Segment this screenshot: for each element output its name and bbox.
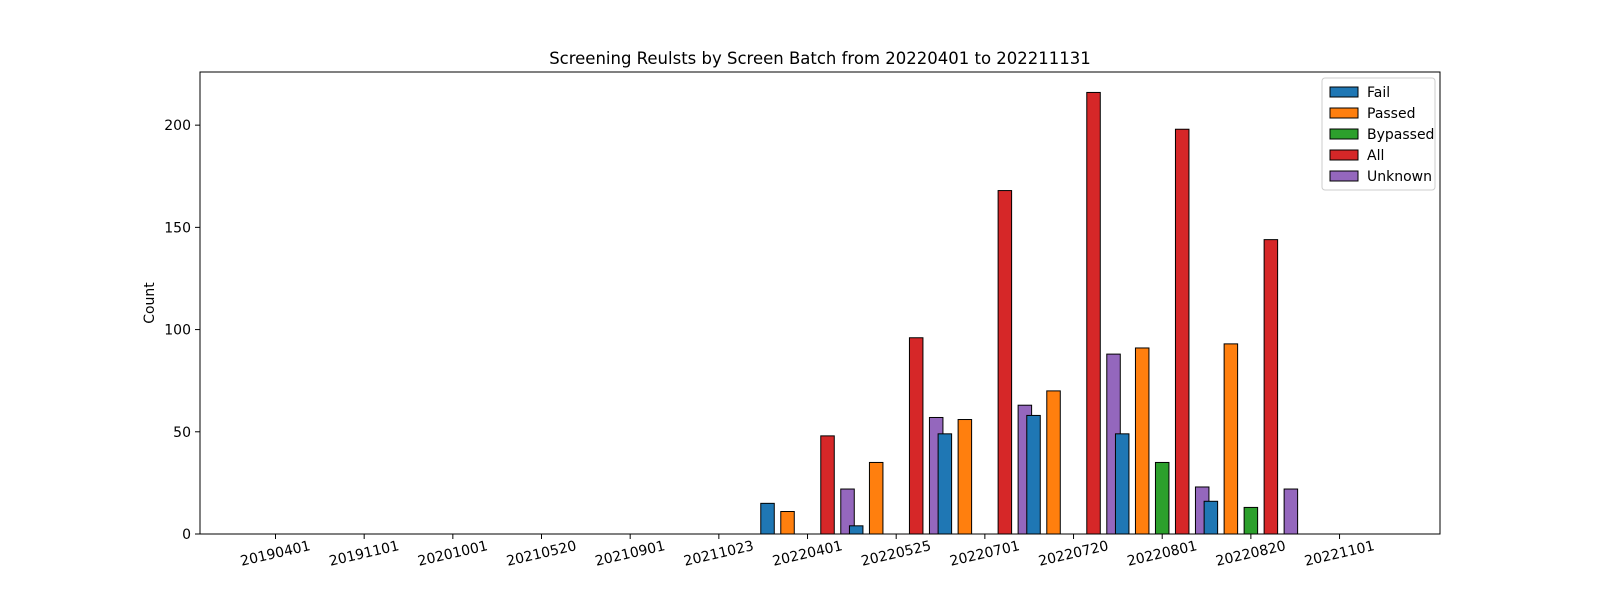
bar-fail-20220820 — [1203, 500, 1219, 535]
bar-unknown-20220820 — [1283, 488, 1299, 535]
x-tick-label: 20220801 — [1126, 538, 1199, 570]
x-tick-label: 20220720 — [1037, 538, 1110, 570]
chart-title: Screening Reulsts by Screen Batch from 2… — [549, 49, 1091, 68]
legend-label-passed: Passed — [1367, 106, 1415, 122]
bar-all-20220801 — [1174, 128, 1190, 535]
x-tick-label: 20210901 — [594, 538, 667, 570]
bar-passed-20220525 — [868, 461, 884, 535]
bar-passed-20220801 — [1134, 347, 1150, 535]
bar-all-20220401 — [820, 435, 835, 535]
bar-fail-20220801 — [1114, 433, 1130, 535]
x-tick-label: 20201001 — [416, 538, 489, 570]
legend-swatch-passed — [1329, 107, 1359, 119]
bar-passed-20220720 — [1046, 390, 1061, 535]
y-tick-label: 50 — [173, 425, 191, 441]
x-tick-label: 20220401 — [771, 538, 844, 570]
x-tick-label: 20211023 — [682, 538, 755, 570]
x-tick-label: 20190401 — [239, 538, 312, 570]
legend-swatch-all — [1329, 149, 1359, 161]
legend-label-unknown: Unknown — [1367, 169, 1432, 185]
legend: Fail Passed Bypassed All Unknown — [1321, 77, 1436, 191]
y-tick-label: 200 — [164, 118, 191, 134]
bar-bypassed-20220820 — [1243, 506, 1259, 535]
legend-swatch-bypassed — [1329, 128, 1359, 140]
bar-fail-20220720 — [1026, 414, 1041, 535]
bar-all-20220820 — [1263, 239, 1279, 535]
legend-label-bypassed: Bypassed — [1367, 127, 1434, 143]
bar-fail-20220401 — [760, 502, 775, 535]
bar-bypassed-20220801 — [1154, 461, 1170, 535]
legend-box — [1321, 77, 1436, 191]
bar-all-20220701 — [997, 190, 1013, 535]
legend-label-fail: Fail — [1367, 85, 1390, 101]
y-tick-label: 100 — [164, 323, 191, 339]
x-tick-label: 20220525 — [860, 538, 933, 570]
legend-label-all: All — [1367, 148, 1384, 164]
y-axis-label: Count — [142, 282, 158, 324]
x-tick-label: 20221101 — [1303, 538, 1376, 570]
bar-passed-20220701 — [957, 419, 973, 535]
plot-frame — [199, 71, 1441, 535]
bar-passed-20220820 — [1223, 343, 1239, 535]
legend-swatch-unknown — [1329, 170, 1359, 182]
y-tick-label: 150 — [164, 220, 191, 236]
x-tick-label: 20220701 — [948, 538, 1021, 570]
x-tick-label: 20210520 — [505, 538, 578, 570]
bar-fail-20220525 — [848, 525, 864, 535]
y-tick-label: 0 — [182, 527, 191, 543]
bars-layer — [760, 91, 1299, 535]
x-tick-label: 20220820 — [1214, 538, 1287, 570]
bar-passed-20220401 — [780, 511, 795, 535]
bar-fail-20220701 — [937, 433, 953, 535]
x-tick-label: 20191101 — [328, 538, 401, 570]
legend-swatch-fail — [1329, 86, 1359, 98]
axes-layer: 0 50 100 150 200 20190401 20191101 20201001 2021… — [164, 71, 1441, 570]
bar-all-20220525 — [908, 337, 924, 535]
bar-all-20220720 — [1086, 91, 1101, 535]
